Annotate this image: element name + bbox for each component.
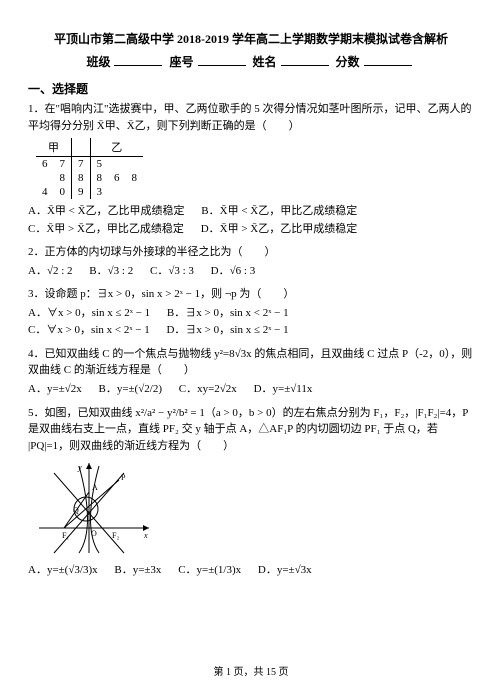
q5-optC: C．y=±(1/3)x: [178, 562, 241, 580]
page-footer: 第 1 页，共 15 页: [0, 663, 502, 678]
q1-head-left: 甲: [36, 138, 72, 157]
q2-optC: C．√3 : 3: [150, 263, 194, 281]
q4-optD: D．y=±√11x: [254, 381, 313, 399]
q4-options: A．y=±√2x B．y=±(√2/2) C．xy=2√2x D．y=±√11x: [28, 381, 474, 399]
label-f1: F₁: [62, 531, 69, 540]
label-q: Q: [73, 506, 79, 515]
blank-seat: [198, 54, 246, 66]
q1-r3c1: 4: [36, 185, 54, 199]
label-class: 班级: [86, 55, 110, 69]
q1-optA: A．X̄甲 < X̄乙，乙比甲成绩稳定: [28, 203, 185, 221]
q2-optD: D．√6 : 3: [211, 263, 256, 281]
label-seat: 座号: [169, 55, 193, 69]
section-heading: 一、选择题: [28, 80, 474, 97]
q1-r1c6: [126, 157, 144, 172]
q3-optA: A．∀x > 0，sin x ≤ 2ˣ − 1: [28, 305, 150, 323]
q1-r1c4: 5: [90, 157, 108, 172]
q1-stemleaf-table: 甲 乙 6 7 7 5 8 8 8 6 8 4 0 9 3: [36, 138, 143, 199]
q2-optB: B．√3 : 2: [89, 263, 133, 281]
q5-optA: A．y=±(√3/3)x: [28, 562, 98, 580]
q1-options: A．X̄甲 < X̄乙，乙比甲成绩稳定 B．X̄甲 < X̄乙，甲比乙成绩稳定 …: [28, 203, 474, 238]
q3-optC: C．∀x > 0，sin x < 2ˣ − 1: [28, 322, 150, 340]
q1-stem: 1．在"唱响内江"选拔赛中，甲、乙两位歌手的 5 次得分情况如茎叶图所示，记甲、…: [28, 101, 474, 134]
q1-r1stem: 7: [72, 157, 91, 172]
q3-options: A．∀x > 0，sin x ≤ 2ˣ − 1 B．∃x > 0，sin x <…: [28, 305, 474, 340]
q5-stem: 5．如图，已知双曲线 x²/a² − y²/b² = 1（a > 0，b > 0…: [28, 405, 474, 455]
q5-options: A．y=±(√3/3)x B．y=±3x C．y=±(1/3)x D．y=±√3…: [28, 562, 474, 580]
y-arrow-icon: [86, 463, 92, 469]
label-o: O: [91, 529, 97, 538]
q1-r1c2: 7: [54, 157, 72, 172]
q1-r2c4: 8: [90, 171, 108, 185]
q5-hyperbola-svg: F₁ F₂ O A P Q x y: [34, 458, 154, 558]
q4-optC: C．xy=2√2x: [179, 381, 237, 399]
blank-class: [114, 54, 162, 66]
q5-optD: D．y=±√3x: [258, 562, 312, 580]
q1-r3stem: 9: [72, 185, 91, 199]
page-title: 平顶山市第二高级中学 2018-2019 学年高二上学期数学期末模拟试卷含解析: [28, 30, 474, 47]
label-p: P: [121, 473, 126, 482]
q1-r1c5: [108, 157, 126, 172]
q1-r1c1: 6: [36, 157, 54, 172]
blank-score: [364, 54, 412, 66]
label-y: y: [77, 463, 82, 472]
q1-r2c5: 6: [108, 171, 126, 185]
info-row: 班级 座号 姓名 分数: [28, 53, 474, 70]
q5-figure: F₁ F₂ O A P Q x y: [34, 458, 474, 558]
label-a: A: [92, 483, 98, 492]
q4-stem: 4．已知双曲线 C 的一个焦点与抛物线 y²=8√3x 的焦点相同，且双曲线 C…: [28, 346, 474, 379]
q1-r3c2: 0: [54, 185, 72, 199]
q1-r2c6: 8: [126, 171, 144, 185]
q3-optB: B．∃x > 0，sin x < 2ˣ − 1: [167, 305, 289, 323]
q1-r2stem: 8: [72, 171, 91, 185]
label-x: x: [143, 531, 148, 540]
q1-optD: D．X̄甲 > X̄乙，乙比甲成绩稳定: [201, 221, 358, 239]
q1-r2c2: 8: [54, 171, 72, 185]
q3-optD: D．∃x > 0，sin x ≤ 2ˣ − 1: [166, 322, 288, 340]
blank-name: [281, 54, 329, 66]
q1-r3c4: 3: [90, 185, 108, 199]
q1-r3c6: [126, 185, 144, 199]
q1-head-right: 乙: [90, 138, 143, 157]
q2-stem: 2．正方体的内切球与外接球的半径之比为（ ）: [28, 244, 474, 261]
q5-optB: B．y=±3x: [114, 562, 161, 580]
label-f2: F₂: [112, 531, 119, 540]
q4-optB: B．y=±(√2/2): [98, 381, 162, 399]
q1-r3c5: [108, 185, 126, 199]
q1-optC: C．X̄甲 > X̄乙，甲比乙成绩稳定: [28, 221, 184, 239]
q3-stem: 3．设命题 p：∃x > 0，sin x > 2ˣ − 1，则 ¬p 为（ ）: [28, 286, 474, 303]
q2-options: A．√2 : 2 B．√3 : 2 C．√3 : 3 D．√6 : 3: [28, 263, 474, 281]
q1-head-mid: [72, 138, 91, 157]
q1-optB: B．X̄甲 < X̄乙，甲比乙成绩稳定: [201, 203, 357, 221]
q1-r2c1: [36, 171, 54, 185]
label-name: 姓名: [253, 55, 277, 69]
q4-optA: A．y=±√2x: [28, 381, 82, 399]
label-score: 分数: [336, 55, 360, 69]
q2-optA: A．√2 : 2: [28, 263, 73, 281]
